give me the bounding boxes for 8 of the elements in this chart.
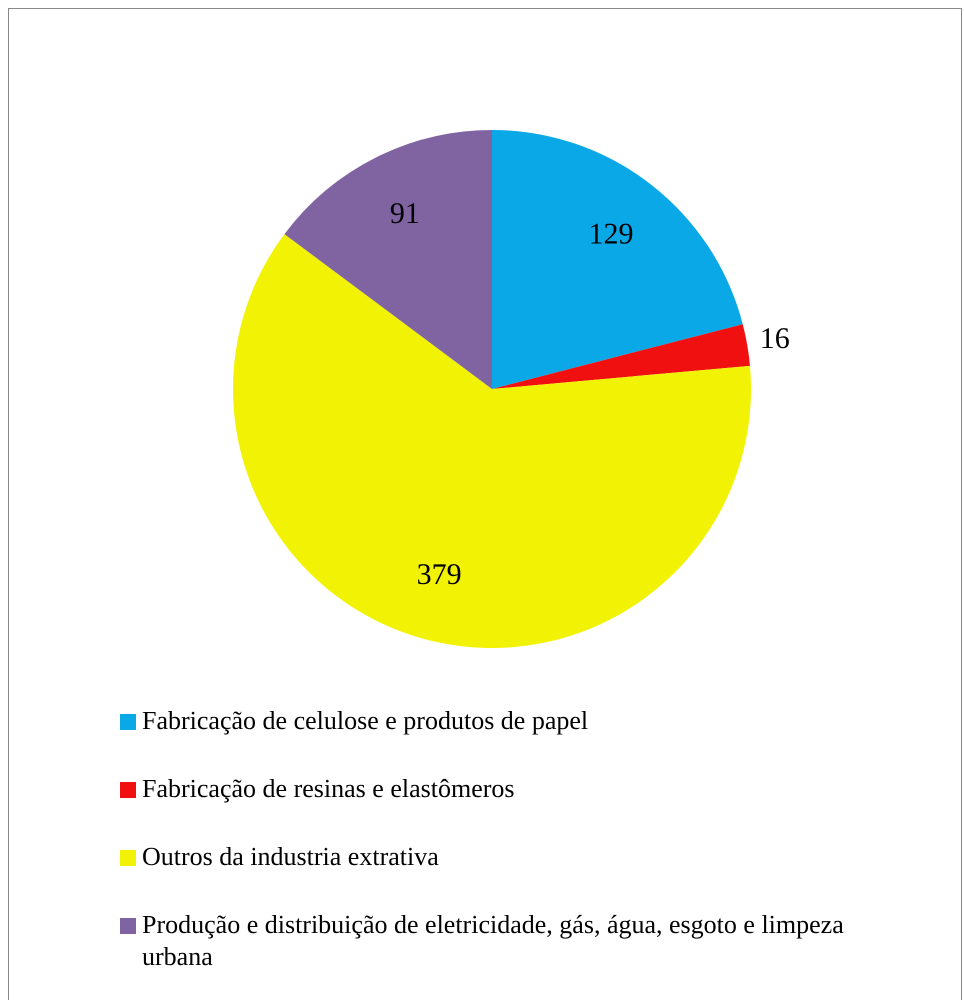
data-label: 379 (416, 558, 462, 591)
data-label: 91 (390, 197, 420, 230)
legend-label: Produção e distribuição de eletricidade, gás, água, esgoto e limpeza urbana (142, 909, 845, 973)
legend-label: Fabricação de celulose e produtos de papel (142, 705, 588, 737)
legend-label: Fabricação de resinas e elastômeros (142, 773, 515, 805)
data-label: 129 (588, 217, 634, 250)
data-label: 16 (760, 322, 790, 355)
legend-label: Outros da industria extrativa (142, 841, 439, 873)
